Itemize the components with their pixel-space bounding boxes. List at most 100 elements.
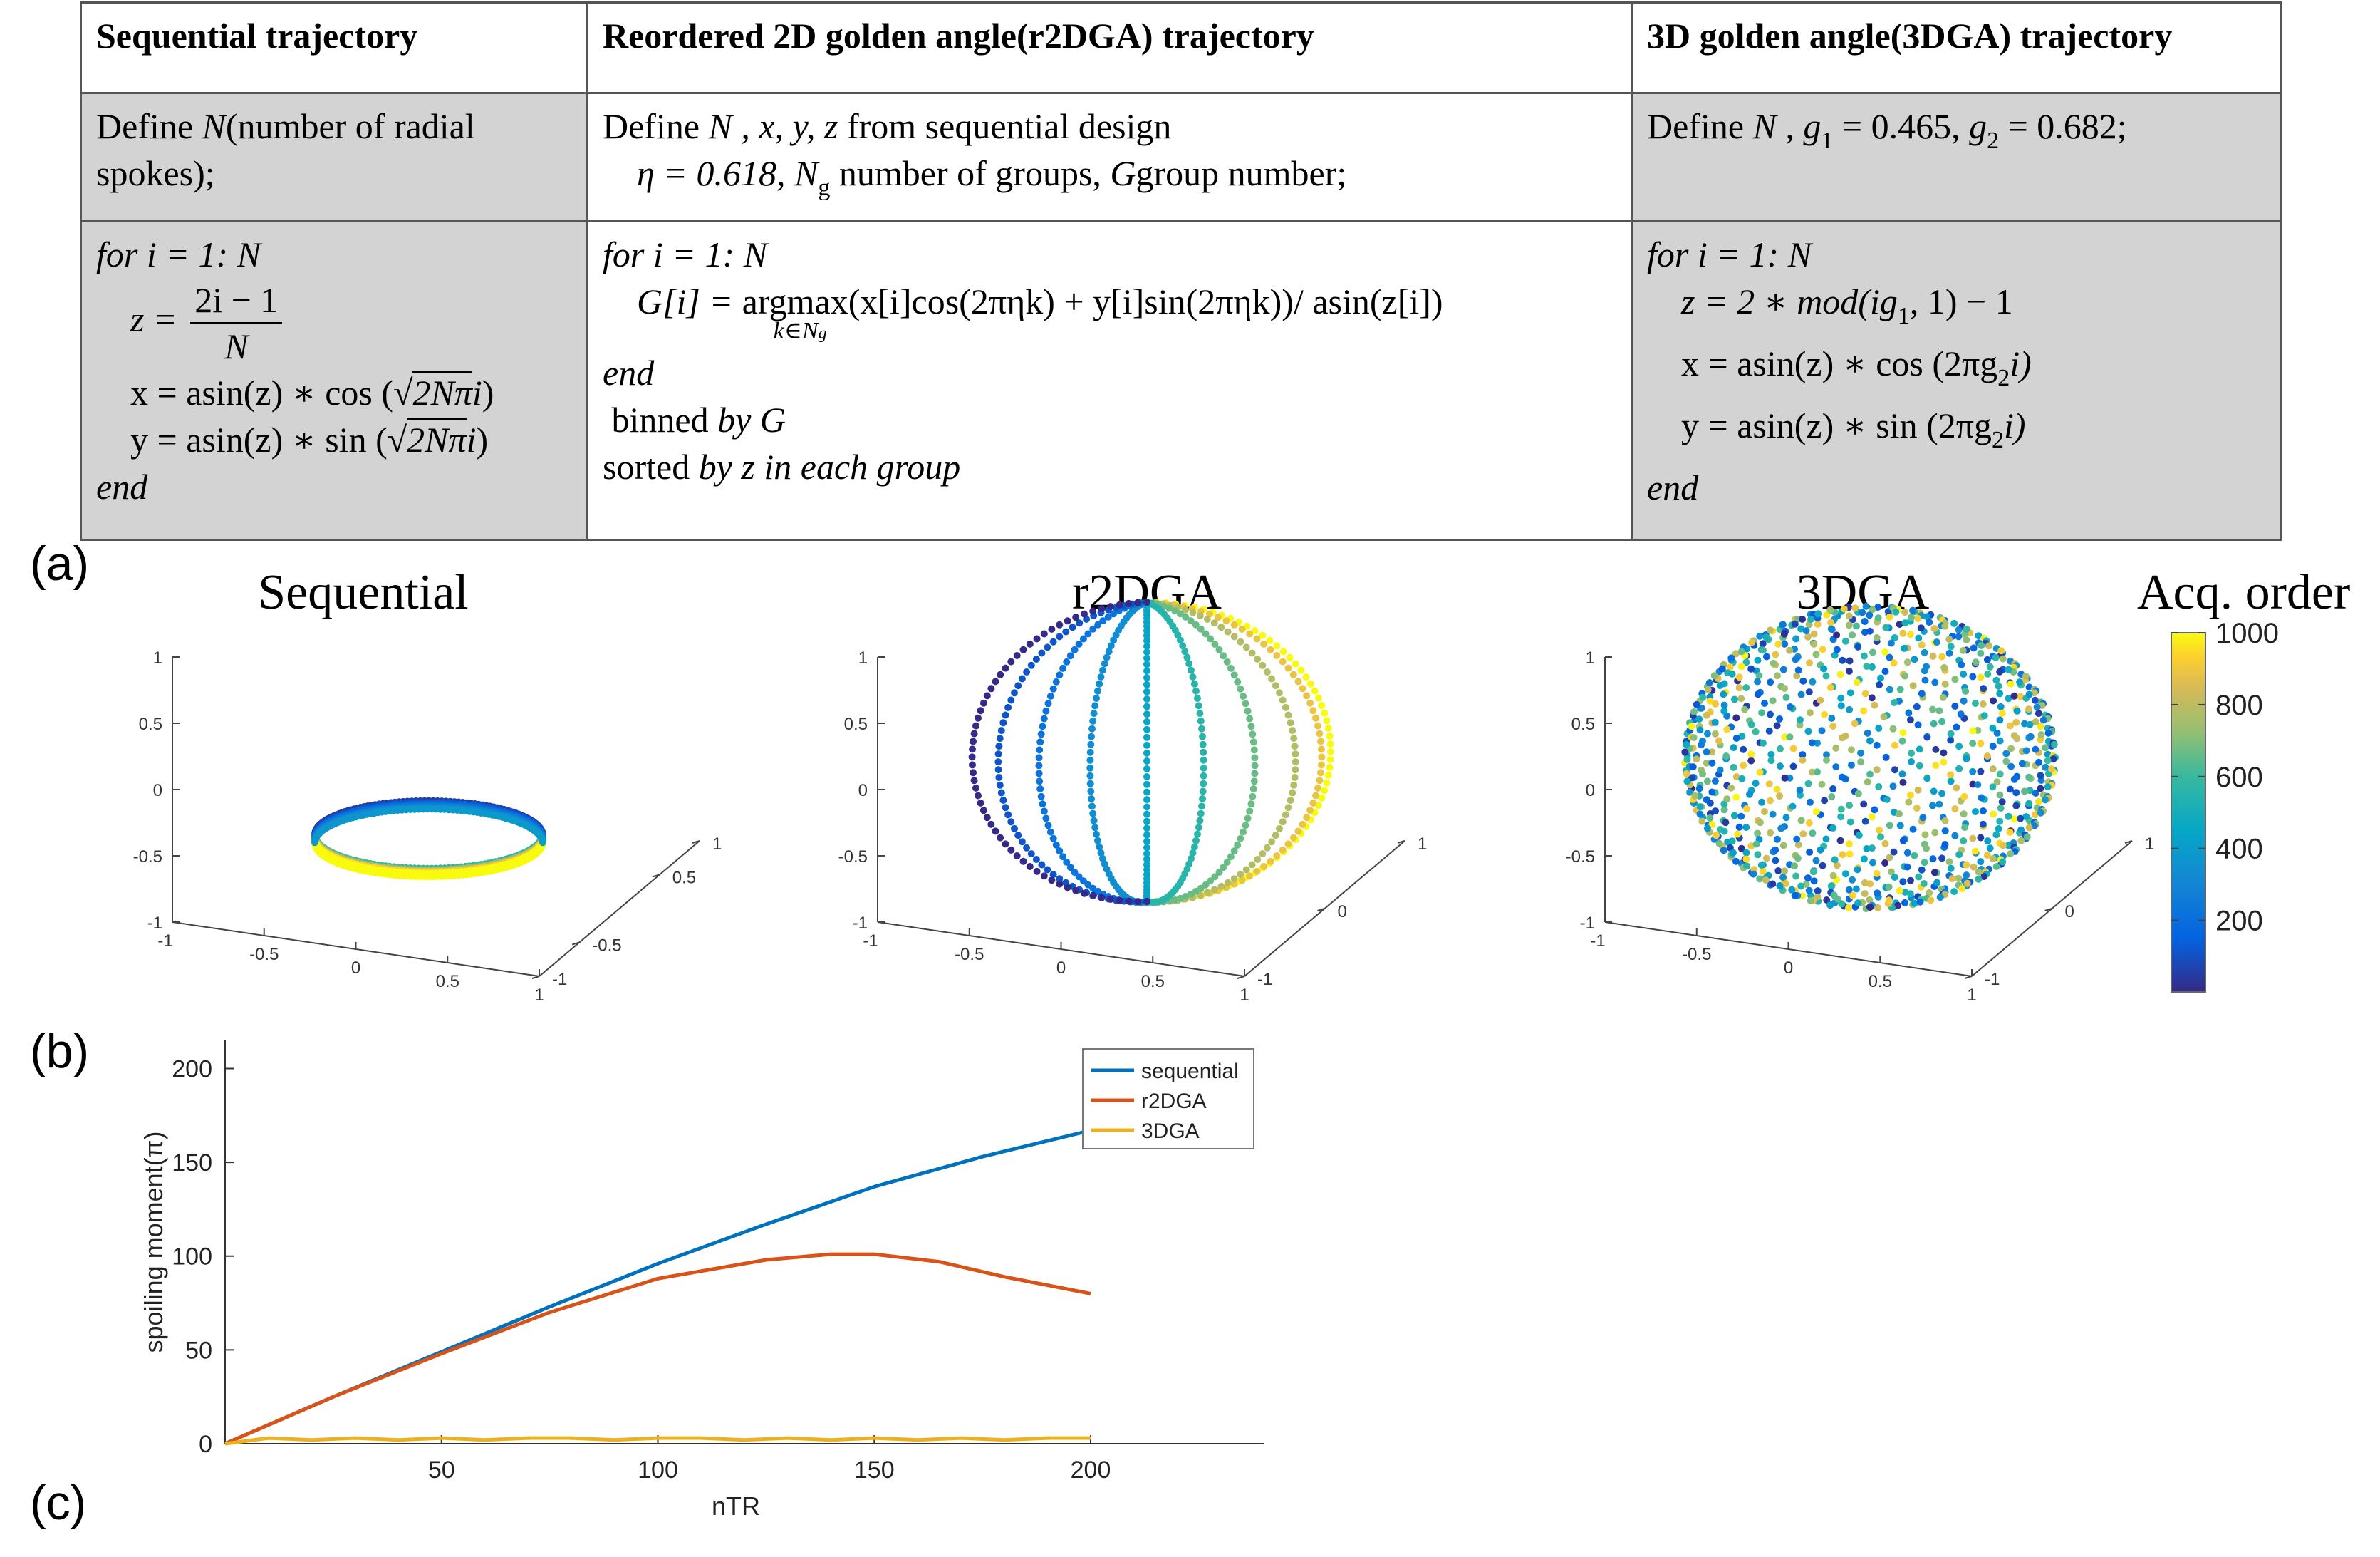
data-point xyxy=(1993,729,2001,737)
data-point xyxy=(1165,604,1173,612)
data-point xyxy=(1929,652,1937,660)
data-point xyxy=(2050,740,2058,748)
chart-x-label: nTR xyxy=(712,1491,760,1521)
data-point xyxy=(1809,829,1817,837)
x-tick-label: 1 xyxy=(1240,986,1249,1005)
data-point xyxy=(1996,668,2004,676)
colorbar-gradient xyxy=(2171,632,2206,993)
data-point xyxy=(1805,819,1813,827)
data-point xyxy=(1290,781,1298,789)
data-point xyxy=(1737,812,1745,820)
data-point xyxy=(1220,864,1227,871)
data-point xyxy=(1282,703,1289,711)
data-point xyxy=(1788,886,1796,894)
data-point xyxy=(2042,744,2049,752)
data-point xyxy=(1896,810,1903,818)
data-point xyxy=(1979,700,1987,708)
data-point xyxy=(1999,842,2007,849)
data-point xyxy=(1720,701,1728,709)
data-point xyxy=(1268,838,1276,846)
data-point xyxy=(1311,687,1319,695)
data-point xyxy=(1737,663,1745,671)
data-point xyxy=(1804,780,1812,787)
data-point xyxy=(970,777,978,785)
data-point xyxy=(1002,804,1009,812)
data-point xyxy=(1777,824,1785,832)
colorbar-tick-label: 600 xyxy=(2215,762,2263,793)
data-point xyxy=(1977,673,1985,681)
data-point xyxy=(994,766,1002,774)
data-point xyxy=(1696,810,1704,818)
data-point xyxy=(1230,633,1238,641)
data-point xyxy=(1699,770,1706,778)
data-point xyxy=(1941,817,1949,824)
data-point xyxy=(1960,792,1968,800)
legend-box xyxy=(1082,1048,1254,1149)
data-point xyxy=(1901,672,1909,680)
data-point xyxy=(1977,834,1985,842)
data-point xyxy=(1883,795,1891,803)
data-point xyxy=(2007,680,2015,688)
data-point xyxy=(1743,862,1751,870)
data-point xyxy=(1947,730,1955,738)
data-point xyxy=(1321,787,1329,795)
data-point xyxy=(1294,678,1302,686)
data-point xyxy=(1866,904,1874,911)
data-point xyxy=(1037,730,1045,738)
data-point xyxy=(1829,871,1837,879)
z-tick-label: -0.5 xyxy=(838,847,868,867)
data-point xyxy=(1767,750,1775,758)
data-point xyxy=(1089,625,1097,633)
data-point xyxy=(1251,770,1259,777)
data-point xyxy=(1143,642,1150,650)
data-point xyxy=(997,727,1005,735)
data-point xyxy=(996,781,1004,789)
x-tick-label: -1 xyxy=(1590,931,1605,951)
data-point xyxy=(2037,809,2044,817)
data-point xyxy=(1214,614,1222,621)
data-point xyxy=(1767,829,1774,837)
data-point xyxy=(1086,780,1094,787)
data-point xyxy=(1317,769,1324,777)
data-point xyxy=(1279,846,1287,854)
data-point xyxy=(1303,692,1311,700)
data-point xyxy=(995,774,1003,781)
data-point xyxy=(1064,617,1071,625)
series-line-r2DGA xyxy=(224,1252,1091,1446)
data-point xyxy=(1754,829,1762,837)
data-point xyxy=(1088,733,1095,740)
data-point xyxy=(987,685,995,693)
data-point xyxy=(1703,748,1710,756)
data-point xyxy=(1318,794,1326,802)
data-point xyxy=(1854,643,1862,651)
data-point xyxy=(1756,819,1764,827)
chart-y-tick-label: 0 xyxy=(199,1431,212,1458)
data-point xyxy=(1242,822,1249,829)
data-point xyxy=(1734,830,1742,838)
data-point xyxy=(1049,834,1057,842)
data-point xyxy=(1703,777,1711,785)
data-point xyxy=(1901,619,1909,627)
data-point xyxy=(1059,853,1067,861)
data-point xyxy=(1769,697,1777,705)
data-point xyxy=(1882,624,1890,631)
data-point xyxy=(1774,641,1782,648)
data-point xyxy=(1143,703,1150,710)
data-point xyxy=(1793,835,1801,843)
data-point xyxy=(1821,797,1829,805)
data-point xyxy=(1806,659,1814,667)
data-point xyxy=(1143,831,1150,839)
data-point xyxy=(1861,817,1869,825)
data-point xyxy=(1323,717,1331,725)
data-point xyxy=(1093,830,1100,838)
data-point xyxy=(1955,743,1963,750)
data-point xyxy=(2022,747,2030,755)
data-point xyxy=(1098,605,1106,613)
data-point xyxy=(1143,681,1150,688)
data-point xyxy=(1251,762,1259,770)
data-point xyxy=(1881,668,1889,676)
y-tick xyxy=(2124,840,2133,844)
data-point xyxy=(2005,666,2012,673)
data-point xyxy=(1863,663,1871,670)
